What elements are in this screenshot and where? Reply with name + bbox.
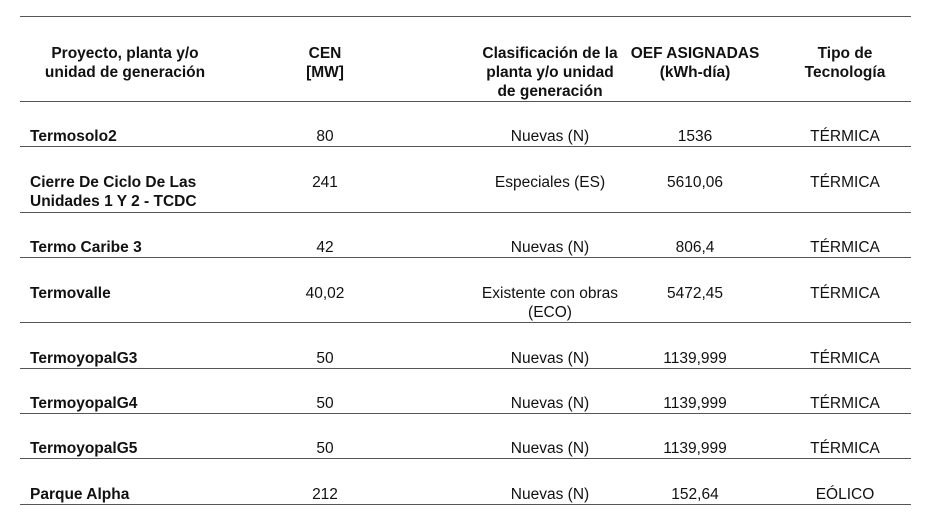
row-name: Termosolo2 bbox=[30, 128, 117, 145]
row-oef: 1139,999 bbox=[663, 440, 727, 457]
row-tipo: TÉRMICA bbox=[810, 128, 880, 145]
row-divider bbox=[20, 257, 911, 258]
row-name: Termovalle bbox=[30, 285, 111, 302]
header-oef: OEF ASIGNADAS (kWh-día) bbox=[630, 45, 760, 81]
row-name: TermoyopalG3 bbox=[30, 350, 138, 367]
row-divider bbox=[20, 458, 911, 459]
table-top-rule bbox=[20, 16, 911, 17]
row-tipo: TÉRMICA bbox=[810, 440, 880, 457]
row-clasificacion: Nuevas (N) bbox=[510, 128, 590, 145]
row-divider bbox=[20, 413, 911, 414]
row-name: Parque Alpha bbox=[30, 486, 130, 503]
table-bottom-rule bbox=[20, 504, 911, 505]
header-bottom-rule bbox=[20, 101, 911, 102]
row-cen: 50 bbox=[316, 350, 334, 367]
row-name: TermoyopalG5 bbox=[30, 440, 138, 457]
row-clasificacion: Existente con obras (ECO) bbox=[481, 285, 619, 321]
row-divider bbox=[20, 212, 911, 213]
row-oef: 1139,999 bbox=[663, 395, 727, 412]
row-name: TermoyopalG4 bbox=[30, 395, 138, 412]
row-tipo: TÉRMICA bbox=[810, 285, 880, 302]
row-oef: 1536 bbox=[677, 128, 713, 145]
row-cen: 42 bbox=[316, 239, 334, 256]
row-tipo: TÉRMICA bbox=[810, 350, 880, 367]
row-clasificacion: Nuevas (N) bbox=[510, 395, 590, 412]
row-oef: 152,64 bbox=[671, 486, 719, 503]
row-tipo: EÓLICO bbox=[815, 486, 875, 503]
row-divider bbox=[20, 322, 911, 323]
row-name: Termo Caribe 3 bbox=[30, 239, 142, 256]
row-divider bbox=[20, 146, 911, 147]
header-proyecto: Proyecto, planta y/o unidad de generació… bbox=[44, 45, 206, 81]
row-cen: 80 bbox=[316, 128, 334, 145]
row-clasificacion: Nuevas (N) bbox=[510, 486, 590, 503]
row-cen: 40,02 bbox=[305, 285, 345, 302]
header-clasificacion: Clasificación de la planta y/o unidad de… bbox=[482, 45, 618, 100]
row-oef: 1139,999 bbox=[663, 350, 727, 367]
row-clasificacion: Nuevas (N) bbox=[510, 239, 590, 256]
row-cen: 212 bbox=[312, 486, 338, 503]
row-divider bbox=[20, 368, 911, 369]
header-cen: CEN [MW] bbox=[306, 45, 344, 81]
row-cen: 50 bbox=[316, 440, 334, 457]
row-clasificacion: Especiales (ES) bbox=[494, 174, 606, 191]
row-oef: 5472,45 bbox=[666, 285, 724, 302]
row-oef: 806,4 bbox=[675, 239, 715, 256]
row-cen: 241 bbox=[312, 174, 338, 191]
row-clasificacion: Nuevas (N) bbox=[510, 350, 590, 367]
row-clasificacion: Nuevas (N) bbox=[510, 440, 590, 457]
row-tipo: TÉRMICA bbox=[810, 395, 880, 412]
row-cen: 50 bbox=[316, 395, 334, 412]
row-name: Cierre De Ciclo De Las Unidades 1 Y 2 - … bbox=[30, 174, 197, 210]
row-tipo: TÉRMICA bbox=[810, 239, 880, 256]
row-oef: 5610,06 bbox=[666, 174, 724, 191]
row-tipo: TÉRMICA bbox=[810, 174, 880, 191]
header-tipo: Tipo de Tecnología bbox=[804, 45, 886, 81]
